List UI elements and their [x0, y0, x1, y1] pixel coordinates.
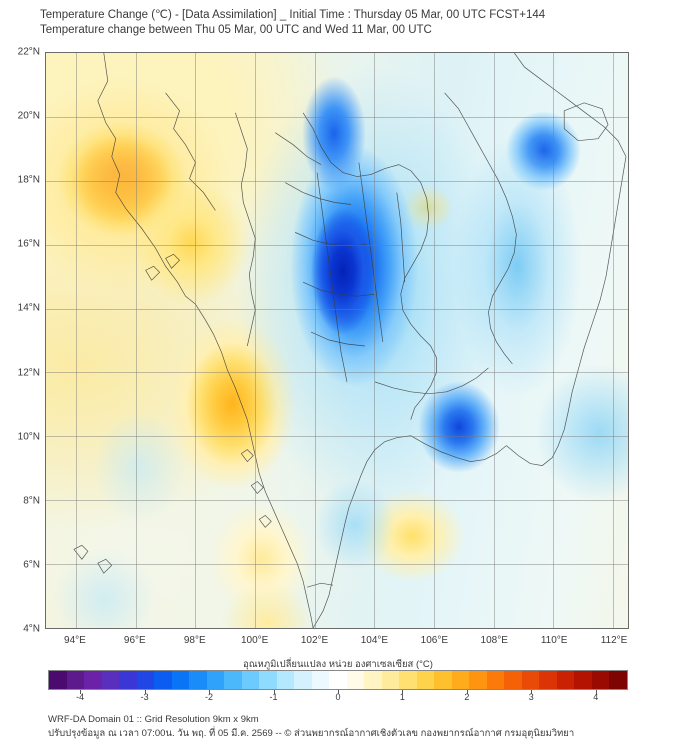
warm-blob-martaban: [133, 179, 250, 306]
colorbar-tick--2: -2: [205, 692, 214, 702]
y-tick-18n: 18°N: [17, 174, 40, 186]
colorbar-segment: [416, 671, 435, 689]
x-tick-100e: 100°E: [240, 635, 269, 646]
cold-blob-cambodia: [418, 380, 500, 473]
colorbar-segment: [539, 671, 557, 689]
y-tick-12n: 12°N: [17, 367, 40, 379]
y-tick-10n: 10°N: [17, 431, 40, 443]
colorbar-segment: [136, 671, 155, 689]
footer-block: WRF-DA Domain 01 :: Grid Resolution 9km …: [48, 713, 648, 741]
chart-title-block: Temperature Change (℃) - [Data Assimilat…: [40, 8, 660, 38]
colorbar: -4 -3 -2 -1 0 1 2 3 4: [48, 670, 628, 702]
colorbar-segment: [189, 671, 207, 689]
colorbar-segment: [276, 671, 295, 689]
colorbar-title: อุณหภูมิเปลี่ยนแปลง หน่วย องศาเซลเซียส (…: [243, 659, 433, 670]
gridlines: [46, 53, 628, 628]
x-tick-102e: 102°E: [300, 635, 329, 646]
colorbar-segment: [206, 671, 225, 689]
colorbar-segment: [259, 671, 277, 689]
colorbar-segment: [504, 671, 522, 689]
colorbar-segment: [346, 671, 365, 689]
x-tick-112e: 112°E: [600, 635, 628, 646]
colorbar-segment: [521, 671, 540, 689]
colorbar-segment: [364, 671, 382, 689]
chart-title-line2: Temperature change between Thu 05 Mar, 0…: [40, 24, 432, 36]
x-tick-110e: 110°E: [540, 635, 568, 646]
colorbar-tick--3: -3: [140, 692, 149, 702]
colorbar-tick-mark: [144, 690, 146, 694]
colorbar-segment: [399, 671, 417, 689]
x-tick-108e: 108°E: [480, 635, 508, 646]
colorbar-tick-mark: [209, 690, 211, 694]
colorbar-segment: [294, 671, 312, 689]
cold-blob-gulf-thailand: [313, 478, 396, 571]
colorbar-segment: [469, 671, 487, 689]
colorbar-tick-2: 2: [464, 692, 470, 702]
map-frame: [45, 52, 629, 629]
y-tick-14n: 14°N: [17, 302, 40, 314]
colorbar-segment: [451, 671, 470, 689]
map-plot: 22°N 20°N 18°N 16°N 14°N 12°N 10°N 8°N 6…: [18, 47, 629, 646]
y-tick-8n: 8°N: [23, 495, 40, 507]
cold-blob-core-deep: [310, 208, 375, 335]
colorbar-segment: [84, 671, 102, 689]
colorbar-tick-mark: [595, 690, 597, 694]
colorbar-segment: [154, 671, 172, 689]
colorbar-segment: [329, 671, 347, 689]
y-tick-16n: 16°N: [17, 238, 40, 250]
colorbar-tick--4: -4: [76, 692, 85, 702]
colorbar-tick-mark: [531, 690, 533, 694]
colorbar-tick-mark: [273, 690, 275, 694]
x-tick-106e: 106°E: [420, 635, 449, 646]
cold-blob-southwest: [51, 547, 157, 628]
y-tick-20n: 20°N: [17, 110, 40, 122]
colorbar-segment: [311, 671, 330, 689]
colorbar-tick--1: -1: [269, 692, 278, 702]
colorbar-tick-0: 0: [335, 692, 341, 702]
x-tick-98e: 98°E: [183, 635, 206, 646]
y-tick-4n: 4°N: [23, 623, 40, 635]
colorbar-segment: [556, 671, 575, 689]
x-tick-96e: 96°E: [123, 635, 146, 646]
cold-blob-southsea: [534, 363, 628, 502]
colorbar-segment: [171, 671, 190, 689]
colorbar-segment: [486, 671, 505, 689]
colorbar-tick-3: 3: [528, 692, 534, 702]
colorbar-tick-mark: [466, 690, 468, 694]
colorbar-segment: [119, 671, 137, 689]
colorbar-segment: [101, 671, 120, 689]
colorbar-segment: [224, 671, 242, 689]
footer-line2: ปรับปรุงข้อมูล ณ เวลา 07:00น. วัน พฤ. ที…: [48, 728, 575, 739]
y-tick-6n: 6°N: [23, 559, 40, 571]
colorbar-segment: [241, 671, 260, 689]
colorbar-segment: [381, 671, 400, 689]
y-tick-22n: 22°N: [17, 46, 40, 58]
cold-anomaly-layer: [46, 53, 628, 628]
colorbar-segment: [591, 671, 610, 689]
colorbar-tick-mark: [338, 690, 339, 694]
colorbar-tick-4: 4: [593, 692, 599, 702]
footer-line1: WRF-DA Domain 01 :: Grid Resolution 9km …: [48, 714, 259, 725]
x-tick-94e: 94°E: [64, 635, 86, 646]
colorbar-segment: [49, 671, 67, 689]
colorbar-tick-1: 1: [399, 692, 405, 702]
colorbar-segment: [574, 671, 592, 689]
cold-blob-vietnam-coast: [453, 133, 582, 398]
colorbar-gradient: [48, 670, 628, 690]
x-tick-104e: 104°E: [360, 635, 389, 646]
colorbar-segment: [434, 671, 452, 689]
colorbar-tick-mark: [80, 690, 82, 694]
colorbar-segment: [66, 671, 84, 689]
colorbar-tick-mark: [402, 690, 404, 694]
cold-blob-north-tongue: [302, 76, 367, 191]
cold-blob-andaman: [92, 409, 186, 525]
colorbar-segment: [609, 671, 627, 689]
chart-title-line1: Temperature Change (℃) - [Data Assimilat…: [40, 9, 546, 21]
coastline-overlay: [73, 53, 627, 628]
